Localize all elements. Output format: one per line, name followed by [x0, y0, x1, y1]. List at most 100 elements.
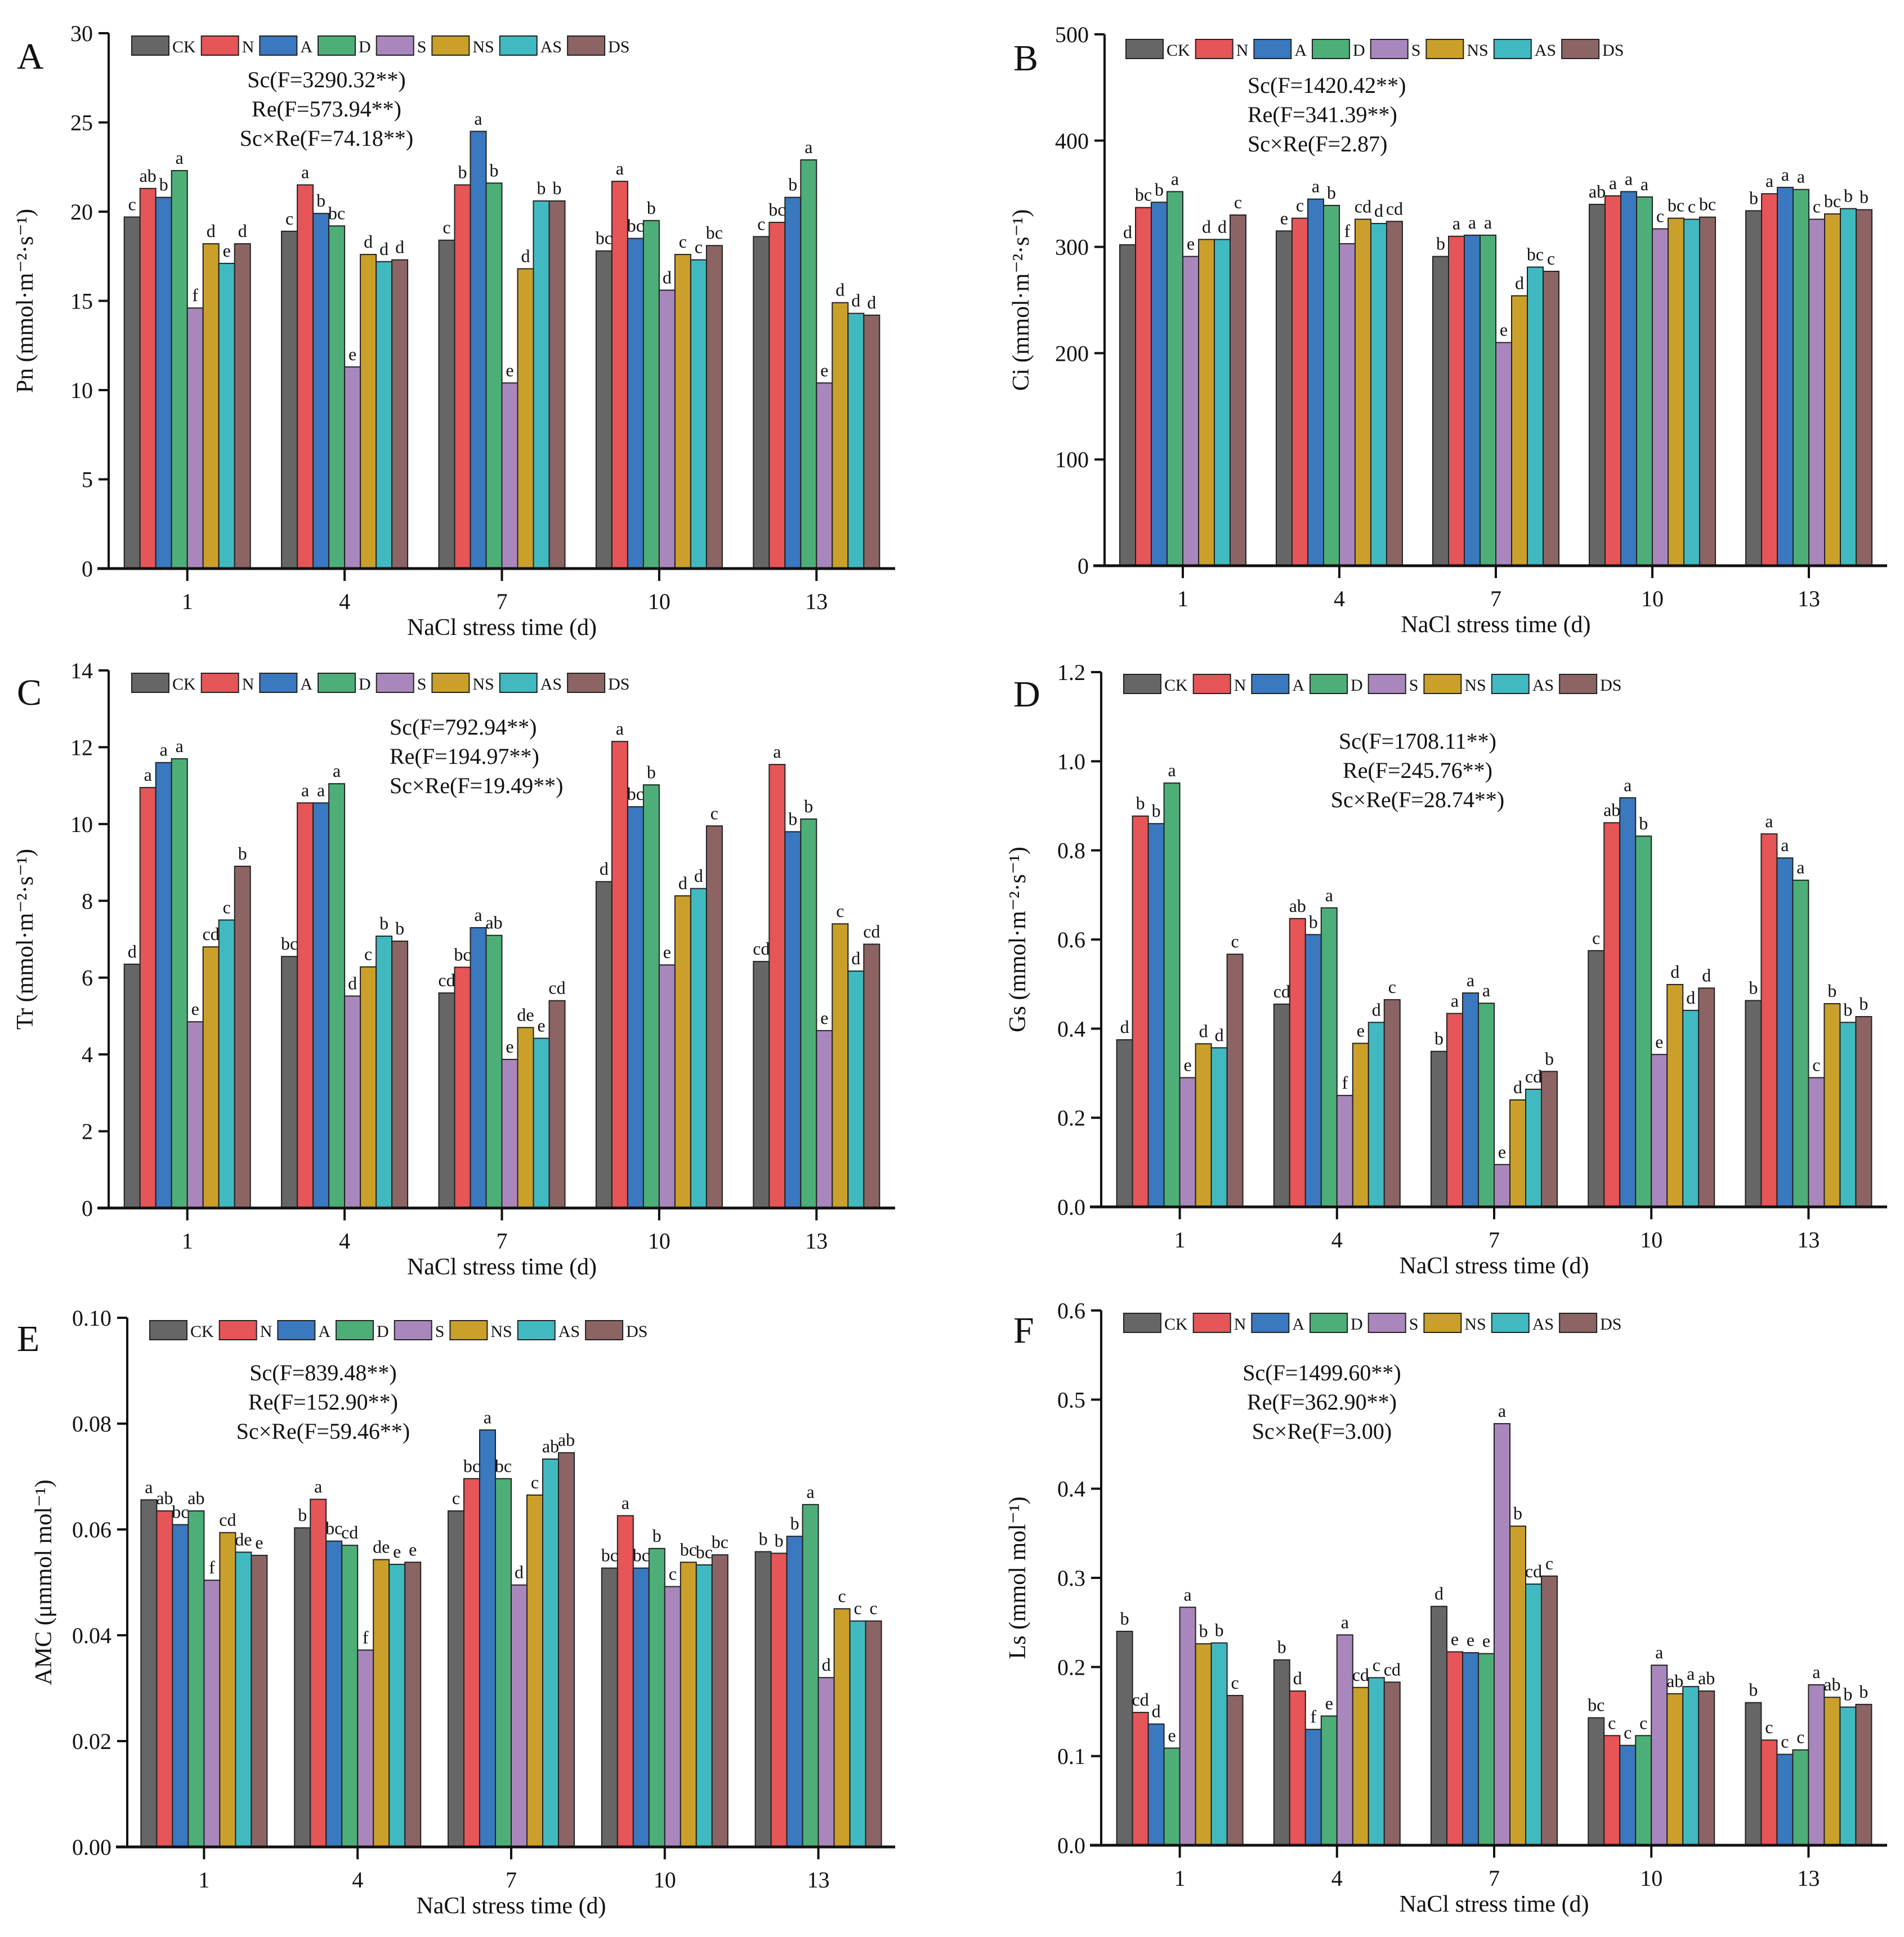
legend-label-ns: NS	[472, 675, 494, 694]
significance-letter: f	[192, 285, 198, 305]
bar-a-day-13	[784, 831, 802, 1209]
bar-ns-day-4	[373, 1559, 390, 1848]
bar-ck-day-4	[281, 230, 298, 569]
bar-n-day-4	[1291, 217, 1308, 566]
anova-stat: Sc×Re(F=59.46**)	[236, 1419, 410, 1444]
bar-as-day-7	[1527, 266, 1544, 566]
x-tick-label: 13	[805, 589, 828, 614]
significance-letter: a	[484, 1407, 491, 1427]
significance-letter: ab	[542, 1436, 559, 1456]
significance-letter: cd	[203, 924, 220, 944]
x-tick-label: 13	[805, 1228, 828, 1254]
y-tick-label: 4	[82, 1042, 93, 1067]
legend-label-ck: CK	[1164, 1315, 1188, 1334]
y-axis-title: Ls (mmol mol⁻¹)	[1005, 1496, 1031, 1659]
bar-n-day-4	[310, 1498, 327, 1847]
panel-label: B	[1013, 38, 1038, 79]
bar-s-day-4	[1339, 243, 1356, 567]
bar-s-day-13	[1808, 1684, 1825, 1846]
significance-letter: e	[393, 1541, 401, 1562]
significance-letter: d	[867, 292, 876, 312]
significance-letter: a	[1452, 213, 1460, 234]
significance-letter: b	[1545, 1048, 1554, 1068]
y-tick-label: 0.4	[1057, 1016, 1085, 1041]
significance-letter: cd	[1132, 1689, 1148, 1710]
significance-letter: b	[395, 918, 404, 938]
significance-letter: a	[1624, 775, 1632, 795]
legend-swatch-s	[1367, 674, 1406, 694]
significance-letter: c	[364, 944, 372, 964]
significance-letter: bc	[281, 933, 298, 954]
significance-letter: e	[1498, 1142, 1506, 1162]
significance-letter: d	[1515, 272, 1524, 293]
bar-ds-day-13	[863, 314, 881, 569]
bar-ns-day-13	[1823, 1003, 1841, 1207]
significance-letter: b	[1436, 234, 1445, 254]
anova-stat: Re(F=194.97**)	[390, 744, 539, 769]
significance-letter: d	[515, 1562, 524, 1582]
bar-ds-day-7	[1541, 1575, 1558, 1846]
legend-swatch-n	[200, 35, 239, 56]
bar-s-day-13	[816, 382, 833, 569]
bar-ns-day-1	[202, 243, 220, 569]
bar-a-day-1	[1147, 823, 1165, 1207]
legend: CK N A D S NS AS DS	[131, 35, 629, 56]
bar-d-day-1	[171, 170, 188, 569]
bar-a-day-1	[172, 1524, 189, 1848]
x-axis-title: NaCl stress time (d)	[1401, 612, 1590, 638]
significance-letter: b	[804, 796, 813, 816]
legend-swatch-ns	[1425, 39, 1464, 59]
bar-s-day-7	[501, 1059, 519, 1209]
significance-letter: d	[1120, 1017, 1129, 1037]
legend-label-d: D	[1351, 1315, 1363, 1334]
legend-swatch-ns	[1423, 1313, 1462, 1333]
legend-swatch-d	[1309, 1313, 1348, 1333]
bar-a-day-7	[479, 1429, 496, 1847]
significance-letter: bc	[627, 784, 644, 804]
bar-n-day-13	[770, 1553, 788, 1848]
legend-label-a: A	[300, 38, 312, 56]
significance-letter: a	[1468, 212, 1476, 232]
significance-letter: a	[1482, 980, 1490, 1000]
legend-swatch-a	[259, 673, 298, 693]
significance-letter: c	[1545, 1553, 1553, 1573]
bar-ds-day-1	[1230, 214, 1246, 566]
legend-label-ck: CK	[190, 1322, 214, 1341]
significance-letter: b	[647, 762, 656, 782]
significance-letter: b	[1152, 800, 1161, 821]
bar-d-day-10	[642, 220, 660, 570]
x-tick-label: 13	[1797, 1227, 1820, 1252]
significance-letter: b	[790, 1513, 799, 1533]
legend-swatch-s	[376, 35, 414, 56]
significance-letter: d	[1218, 216, 1227, 236]
significance-letter: e	[1325, 1693, 1333, 1713]
bar-a-day-1	[155, 762, 172, 1209]
legend-swatch-d	[318, 673, 356, 693]
bar-ds-day-1	[1226, 1695, 1244, 1846]
anova-stat: Sc(F=792.94**)	[390, 714, 537, 740]
significance-letter: c	[1234, 192, 1242, 212]
bar-ds-day-7	[558, 1452, 575, 1847]
legend-swatch-a	[259, 35, 298, 56]
x-tick-label: 10	[1641, 586, 1664, 611]
significance-letter: c	[1813, 196, 1821, 217]
y-tick-label: 200	[1055, 341, 1089, 366]
bar-s-day-4	[344, 995, 361, 1209]
significance-letter: b	[1309, 911, 1318, 932]
x-axis-title: NaCl stress time (d)	[407, 615, 597, 641]
significance-letter: c	[1781, 1732, 1789, 1752]
bar-d-day-13	[800, 159, 817, 569]
significance-letter: a	[1796, 857, 1804, 878]
bar-ns-day-7	[517, 268, 534, 569]
significance-letter: b	[1749, 187, 1758, 208]
significance-letter: e	[663, 942, 671, 962]
legend: CK N A D S NS AS DS	[149, 1320, 647, 1341]
panel-label: D	[1013, 674, 1040, 715]
significance-letter: cd	[753, 938, 770, 959]
y-axis-title: Tr (mmol·m⁻²·s⁻¹)	[12, 849, 38, 1030]
anova-stat: Re(F=362.90**)	[1247, 1389, 1397, 1415]
significance-letter: bc	[172, 1502, 189, 1522]
y-tick-label: 0.1	[1057, 1744, 1085, 1769]
bar-s-day-1	[203, 1580, 221, 1847]
